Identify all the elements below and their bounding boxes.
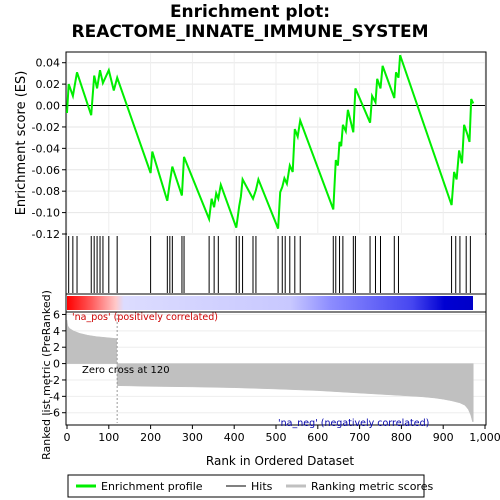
title-line-2: REACTOME_INNATE_IMMUNE_SYSTEM — [71, 22, 429, 42]
hit-marks — [68, 236, 471, 293]
metric-y-tick-label: -6 — [49, 407, 60, 420]
x-tick-label: 100 — [98, 431, 119, 444]
neg-label: 'na_neg' (negatively correlated) — [278, 418, 429, 429]
hits-panel — [65, 233, 487, 295]
title-line-1: Enrichment plot: — [169, 2, 331, 22]
es-y-tick-label: -0.10 — [32, 207, 60, 220]
es-y-ticks: 0.04 0.02 0.00 -0.02 -0.04 -0.06 -0.08 -0.10 -0.… — [32, 57, 66, 241]
x-tick-label: 300 — [182, 431, 203, 444]
es-y-axis-label: Enrichment score (ES) — [14, 71, 29, 216]
x-tick-label: 0 — [64, 431, 71, 444]
metric-y-axis-label: Ranked list metric (PreRanked) — [40, 290, 53, 460]
metric-y-tick-label: 2 — [53, 341, 60, 354]
x-tick-label: 600 — [307, 431, 328, 444]
x-tick-label: 400 — [224, 431, 245, 444]
legend-label-hits: Hits — [251, 480, 273, 493]
x-tick-label: 800 — [391, 431, 412, 444]
rank-heatmap-bar — [67, 296, 473, 310]
metric-area — [66, 320, 474, 422]
metric-y-tick-label: 6 — [53, 308, 60, 321]
es-y-tick-label: -0.12 — [32, 228, 60, 241]
es-y-tick-label: 0.02 — [36, 78, 61, 91]
es-y-tick-label: -0.06 — [32, 164, 60, 177]
metric-y-tick-label: -4 — [49, 390, 60, 403]
x-tick-label: 500 — [266, 431, 287, 444]
x-axis-label: Rank in Ordered Dataset — [206, 454, 354, 468]
x-tick-label: 900 — [433, 431, 454, 444]
es-y-tick-label: -0.02 — [32, 121, 60, 134]
zero-cross-label: Zero cross at 120 — [82, 365, 170, 376]
page-title: Enrichment plot: REACTOME_INNATE_IMMUNE_… — [0, 2, 500, 42]
metric-y-tick-label: 0 — [53, 358, 60, 371]
legend-label-es: Enrichment profile — [101, 480, 203, 493]
legend-label-metric: Ranking metric scores — [311, 480, 433, 493]
metric-y-tick-label: 4 — [53, 325, 60, 338]
metric-y-tick-label: -2 — [49, 374, 60, 387]
metric-area-group — [66, 320, 474, 422]
x-tick-label: 200 — [140, 431, 161, 444]
es-line — [66, 54, 475, 229]
es-y-tick-label: 0.00 — [36, 100, 61, 113]
metric-y-ticks: 6 4 2 0 -2 -4 -6 — [49, 308, 66, 420]
es-y-tick-label: -0.04 — [32, 142, 60, 155]
es-y-tick-label: -0.08 — [32, 185, 60, 198]
x-tick-label: 700 — [349, 431, 370, 444]
x-tick-label: 1,000 — [469, 431, 500, 444]
es-y-tick-label: 0.04 — [36, 57, 61, 70]
pos-label: 'na_pos' (positively correlated) — [72, 312, 218, 323]
es-line-group — [66, 54, 475, 229]
metric-x-ticks: 0 100 200 300 400 500 600 700 800 900 1,000 — [64, 425, 500, 444]
